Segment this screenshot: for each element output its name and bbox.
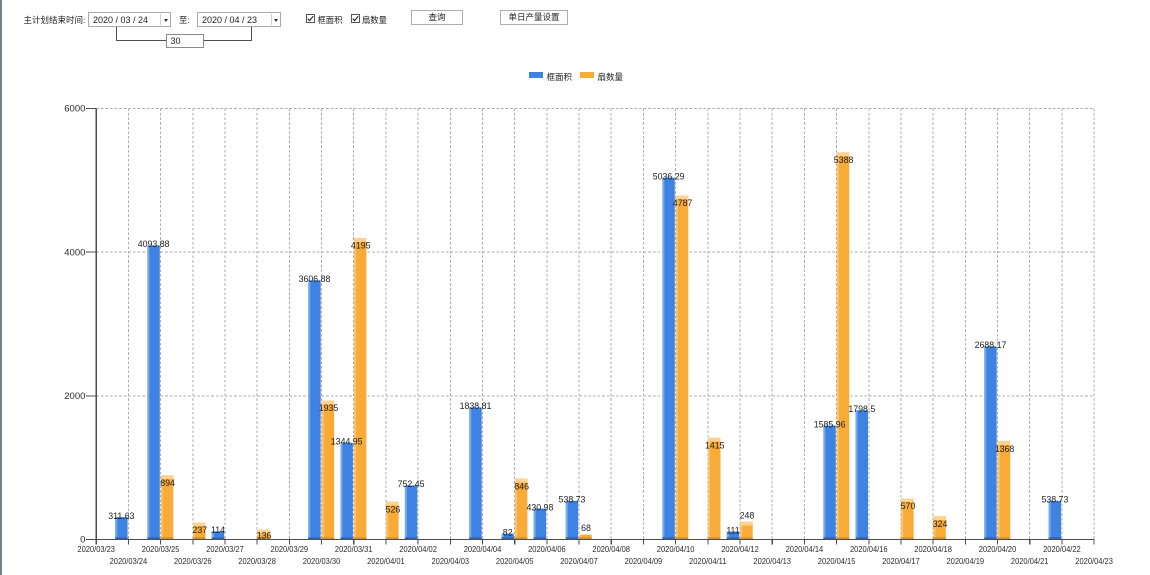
svg-text:4093.88: 4093.88 <box>138 239 170 249</box>
svg-text:2020/04/12: 2020/04/12 <box>721 544 759 554</box>
svg-text:4787: 4787 <box>673 198 693 208</box>
svg-text:2020/03/31: 2020/03/31 <box>335 544 373 554</box>
svg-text:4000: 4000 <box>64 247 85 258</box>
svg-text:2020/04/10: 2020/04/10 <box>657 544 695 554</box>
svg-text:68: 68 <box>581 523 591 533</box>
svg-text:2020/04/04: 2020/04/04 <box>464 544 502 554</box>
svg-text:4195: 4195 <box>351 241 371 251</box>
svg-text:82: 82 <box>503 527 513 537</box>
svg-text:2020/03/25: 2020/03/25 <box>142 544 180 554</box>
svg-text:2020/03/28: 2020/03/28 <box>238 556 276 566</box>
svg-text:2000: 2000 <box>64 391 85 402</box>
svg-text:6000: 6000 <box>64 104 85 115</box>
svg-text:2020/04/17: 2020/04/17 <box>882 556 920 566</box>
svg-text:111: 111 <box>726 525 739 535</box>
svg-text:5036.29: 5036.29 <box>653 171 685 181</box>
svg-text:2020/04/15: 2020/04/15 <box>818 556 856 566</box>
svg-text:2020/04/13: 2020/04/13 <box>753 556 791 566</box>
svg-text:1838.81: 1838.81 <box>460 401 492 411</box>
svg-text:1935: 1935 <box>319 403 339 413</box>
svg-text:2020/04/16: 2020/04/16 <box>850 544 888 554</box>
svg-text:114: 114 <box>211 525 225 535</box>
svg-text:136: 136 <box>257 531 272 541</box>
svg-text:538.73: 538.73 <box>1041 495 1068 505</box>
svg-text:2020/04/06: 2020/04/06 <box>528 544 566 554</box>
svg-text:2020/04/22: 2020/04/22 <box>1043 544 1081 554</box>
svg-text:2020/04/02: 2020/04/02 <box>399 544 437 554</box>
svg-text:2020/04/19: 2020/04/19 <box>947 556 985 566</box>
svg-text:2020/04/18: 2020/04/18 <box>914 544 952 554</box>
svg-text:2688.17: 2688.17 <box>975 340 1007 350</box>
svg-text:2020/03/30: 2020/03/30 <box>303 556 341 566</box>
svg-text:1585.96: 1585.96 <box>814 419 846 429</box>
svg-text:2020/04/14: 2020/04/14 <box>786 544 824 554</box>
svg-text:526: 526 <box>386 504 401 514</box>
svg-text:1344.95: 1344.95 <box>331 437 363 447</box>
svg-text:2020/04/08: 2020/04/08 <box>592 544 630 554</box>
svg-text:1798.5: 1798.5 <box>848 404 875 414</box>
svg-text:2020/03/27: 2020/03/27 <box>206 544 244 554</box>
svg-text:2020/03/23: 2020/03/23 <box>77 544 115 554</box>
svg-text:2020/04/07: 2020/04/07 <box>560 556 598 566</box>
svg-text:2020/04/21: 2020/04/21 <box>1011 556 1049 566</box>
svg-text:2020/03/24: 2020/03/24 <box>110 556 148 566</box>
svg-text:2020/04/23: 2020/04/23 <box>1075 556 1113 566</box>
svg-text:1368: 1368 <box>995 444 1015 454</box>
svg-text:570: 570 <box>901 501 916 511</box>
svg-text:2020/04/03: 2020/04/03 <box>432 556 470 566</box>
svg-text:430.98: 430.98 <box>526 502 553 512</box>
svg-text:2020/04/09: 2020/04/09 <box>625 556 663 566</box>
svg-text:311.63: 311.63 <box>108 511 134 521</box>
svg-text:2020/04/11: 2020/04/11 <box>689 556 727 566</box>
svg-text:2020/03/26: 2020/03/26 <box>174 556 212 566</box>
svg-text:0: 0 <box>80 535 85 546</box>
svg-text:752.45: 752.45 <box>398 479 425 489</box>
svg-text:846: 846 <box>514 481 529 491</box>
svg-text:2020/04/20: 2020/04/20 <box>979 544 1017 554</box>
svg-text:538.73: 538.73 <box>559 495 586 505</box>
svg-text:2020/04/05: 2020/04/05 <box>496 556 534 566</box>
svg-text:1415: 1415 <box>705 440 725 450</box>
svg-text:894: 894 <box>160 478 175 488</box>
svg-text:5388: 5388 <box>834 155 854 165</box>
svg-text:237: 237 <box>192 525 207 535</box>
svg-text:2020/03/29: 2020/03/29 <box>271 544 309 554</box>
svg-text:248: 248 <box>740 510 755 520</box>
svg-text:3606.88: 3606.88 <box>299 274 331 284</box>
svg-text:2020/04/01: 2020/04/01 <box>367 556 405 566</box>
svg-text:324: 324 <box>933 519 948 529</box>
